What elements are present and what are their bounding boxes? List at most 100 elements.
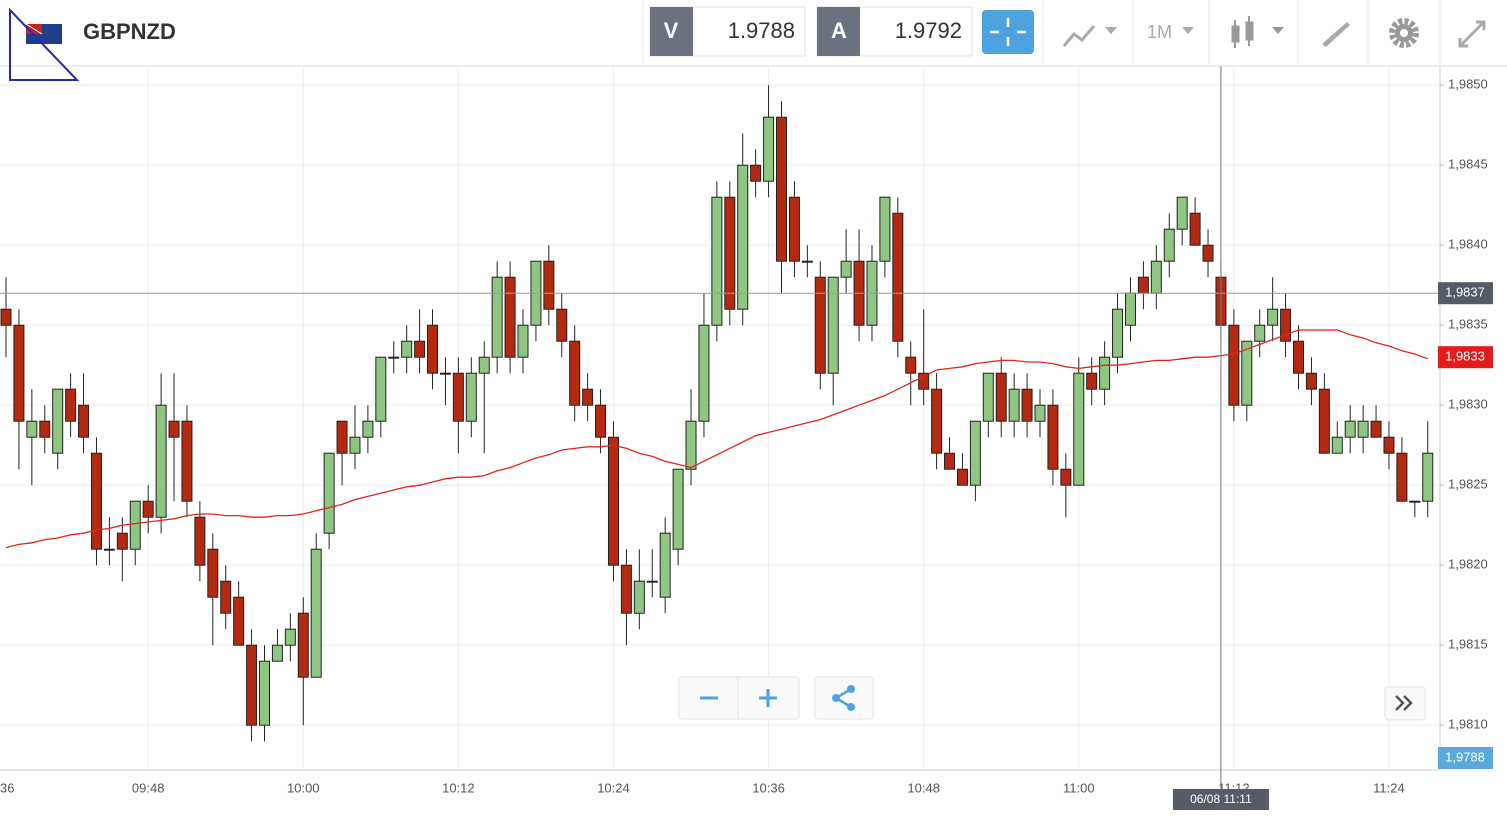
- x-tick-label: 10:36: [752, 780, 785, 795]
- zoom-in[interactable]: [759, 689, 777, 707]
- candle-body: [375, 356, 387, 422]
- candle: [530, 260, 542, 342]
- candle: [1099, 341, 1111, 406]
- candle-body: [1293, 340, 1304, 374]
- y-tick-label: 1,9830: [1448, 397, 1488, 412]
- candle-body: [931, 388, 943, 454]
- candle: [439, 357, 451, 406]
- fullscreen-button[interactable]: [1458, 20, 1486, 48]
- candle-body: [1112, 308, 1124, 358]
- candle: [1189, 197, 1201, 246]
- candle-body: [1086, 372, 1098, 390]
- candle-body: [0, 308, 12, 326]
- candle: [517, 309, 529, 374]
- candle: [1021, 373, 1033, 438]
- candle-body: [956, 468, 968, 486]
- candle-body: [1124, 292, 1136, 326]
- candle-body: [659, 532, 671, 598]
- candle-body: [892, 212, 904, 342]
- candle: [233, 581, 245, 646]
- candle-body: [776, 116, 787, 262]
- sell-letter-box[interactable]: [650, 7, 693, 56]
- buy-letter[interactable]: A: [831, 18, 847, 43]
- settings-button[interactable]: [1389, 18, 1419, 48]
- candle: [1008, 373, 1020, 438]
- y-tick-label: 1,9835: [1448, 317, 1488, 332]
- candle-body: [1150, 260, 1162, 294]
- candle: [1086, 357, 1098, 406]
- candle: [711, 181, 723, 342]
- candle-body: [388, 356, 400, 359]
- candle-body: [1047, 404, 1059, 470]
- buy-button[interactable]: A 1.9792: [816, 6, 973, 57]
- candle-body: [750, 164, 762, 182]
- candle: [646, 549, 658, 598]
- candle: [1150, 245, 1162, 310]
- candle: [465, 357, 477, 438]
- candle-body: [1305, 372, 1317, 390]
- candle-body: [788, 196, 800, 262]
- buy-letter-box[interactable]: [817, 7, 860, 56]
- candle-body: [879, 196, 891, 262]
- candle: [103, 517, 115, 566]
- candle: [1034, 389, 1046, 438]
- candle: [271, 629, 283, 662]
- timeframe[interactable]: 1M: [1147, 22, 1172, 42]
- candle-body: [362, 420, 374, 438]
- candle-body: [517, 324, 529, 358]
- candle: [194, 501, 206, 582]
- candle-body: [969, 420, 981, 486]
- candle-body: [1163, 228, 1175, 262]
- sell-price[interactable]: 1.9788: [728, 18, 795, 43]
- candle-body: [478, 356, 490, 374]
- crosshair-button[interactable]: [982, 10, 1034, 54]
- candle: [1280, 293, 1292, 358]
- chart-type-button[interactable]: [1231, 16, 1284, 48]
- zoom-controls[interactable]: [678, 676, 800, 720]
- candle-body: [504, 276, 516, 358]
- candle-body: [491, 276, 503, 358]
- timeframe-caret[interactable]: [1182, 27, 1194, 34]
- bid-tag: [1438, 747, 1493, 769]
- candle-body: [1280, 308, 1292, 342]
- share-button[interactable]: [814, 676, 874, 720]
- sell-button[interactable]: V 1.9788: [649, 6, 806, 57]
- candle: [155, 373, 167, 534]
- draw-tool-button[interactable]: [1322, 22, 1350, 47]
- candle-body: [607, 436, 619, 566]
- candle: [944, 437, 956, 470]
- moving-average: [5, 329, 1428, 549]
- crosshair-time-tag: [1172, 789, 1269, 810]
- candle: [220, 565, 232, 630]
- candle: [995, 357, 1007, 438]
- candle-body: [633, 580, 645, 614]
- scroll-end-button[interactable]: [1384, 686, 1426, 721]
- candle-body: [944, 452, 956, 470]
- candle: [556, 293, 568, 358]
- candle: [931, 373, 943, 470]
- candle: [1228, 309, 1240, 422]
- sell-letter[interactable]: V: [664, 18, 679, 43]
- candle: [1202, 229, 1214, 278]
- x-tick-label: 10:24: [597, 780, 630, 795]
- candle-body: [1176, 196, 1188, 230]
- y-tick-label: 1,9810: [1448, 717, 1488, 732]
- indicator-button[interactable]: [1062, 25, 1117, 47]
- candle: [956, 453, 968, 486]
- candle-body: [982, 372, 994, 422]
- candle: [1163, 213, 1175, 278]
- candle-body: [323, 452, 335, 534]
- candle-body: [1073, 372, 1085, 486]
- candle-body: [543, 260, 555, 310]
- candle-body: [1202, 244, 1214, 262]
- candle-body: [1267, 308, 1279, 326]
- candle-body: [1422, 452, 1434, 502]
- buy-price[interactable]: 1.9792: [895, 18, 962, 43]
- candle-body: [737, 164, 749, 310]
- y-tick-label: 1,9820: [1448, 557, 1488, 572]
- candle-body: [39, 420, 51, 438]
- candle-body: [1189, 212, 1201, 246]
- candle: [788, 181, 800, 278]
- x-tick-label: 10:48: [907, 780, 940, 795]
